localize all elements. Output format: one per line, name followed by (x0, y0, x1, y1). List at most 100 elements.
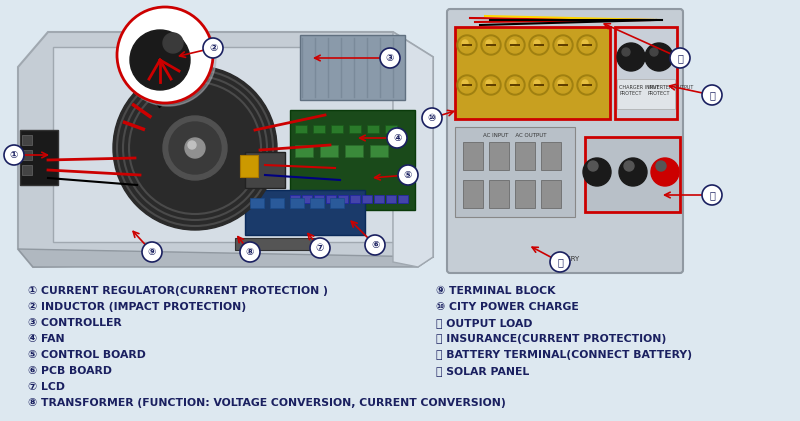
Bar (331, 125, 343, 133)
Polygon shape (393, 32, 433, 267)
Text: ⑤: ⑤ (404, 170, 412, 180)
Circle shape (534, 40, 540, 46)
Text: CHARGER INPUT
PROTECT: CHARGER INPUT PROTECT (619, 85, 659, 96)
Bar (300, 35, 405, 100)
Bar (463, 142, 483, 170)
Circle shape (553, 75, 573, 95)
Circle shape (387, 128, 407, 148)
Circle shape (169, 122, 221, 174)
Circle shape (619, 158, 647, 186)
Circle shape (120, 10, 216, 106)
Circle shape (142, 242, 162, 262)
Bar (385, 125, 397, 133)
Bar (558, 84, 568, 86)
Circle shape (163, 33, 183, 53)
Text: ⑫ INSURANCE(CURRENT PROTECTION): ⑫ INSURANCE(CURRENT PROTECTION) (436, 334, 666, 344)
Bar (489, 180, 509, 208)
Text: ①: ① (10, 150, 18, 160)
Bar (350, 195, 360, 203)
Circle shape (531, 37, 547, 53)
Circle shape (579, 37, 595, 53)
Bar (20, 130, 58, 185)
Circle shape (481, 75, 501, 95)
Circle shape (486, 40, 492, 46)
Text: ⑭: ⑭ (557, 257, 563, 267)
Circle shape (555, 37, 571, 53)
Circle shape (398, 165, 418, 185)
Bar (398, 195, 408, 203)
Bar (290, 198, 304, 208)
Bar (515, 180, 535, 208)
Circle shape (582, 40, 588, 46)
Circle shape (529, 75, 549, 95)
Bar (582, 84, 592, 86)
Bar (510, 44, 520, 46)
Circle shape (617, 43, 645, 71)
Circle shape (505, 75, 525, 95)
Circle shape (550, 252, 570, 272)
Text: ⑩: ⑩ (428, 113, 436, 123)
Text: ⑥ PCB BOARD: ⑥ PCB BOARD (28, 366, 112, 376)
Text: ⑨: ⑨ (148, 247, 156, 257)
Bar (489, 142, 509, 170)
Bar (370, 145, 388, 157)
FancyBboxPatch shape (447, 9, 683, 273)
Text: ③ CONTROLLER: ③ CONTROLLER (28, 318, 122, 328)
Bar (486, 44, 496, 46)
Circle shape (645, 43, 673, 71)
Text: ⑧: ⑧ (246, 247, 254, 257)
Text: ⑧ TRANSFORMER (FUNCTION: VOLTAGE CONVERSION, CURRENT CONVERSION): ⑧ TRANSFORMER (FUNCTION: VOLTAGE CONVERS… (28, 398, 506, 408)
Text: ⑨ TERMINAL BLOCK: ⑨ TERMINAL BLOCK (436, 286, 555, 296)
Text: ⑥: ⑥ (371, 240, 379, 250)
Circle shape (656, 161, 666, 171)
Text: ④ FAN: ④ FAN (28, 334, 65, 344)
Circle shape (577, 75, 597, 95)
Circle shape (529, 35, 549, 55)
Circle shape (310, 238, 330, 258)
Bar (349, 125, 361, 133)
Circle shape (507, 37, 523, 53)
Circle shape (459, 37, 475, 53)
Bar (290, 110, 415, 210)
Text: ⑤ CONTROL BOARD: ⑤ CONTROL BOARD (28, 350, 146, 360)
Circle shape (583, 158, 611, 186)
Bar (313, 125, 325, 133)
Polygon shape (18, 249, 433, 267)
Circle shape (622, 48, 630, 56)
Bar (462, 44, 472, 46)
Polygon shape (18, 32, 433, 267)
Circle shape (483, 77, 499, 93)
Circle shape (505, 35, 525, 55)
Bar (270, 198, 284, 208)
Circle shape (531, 77, 547, 93)
Text: ② INDUCTOR (IMPACT PROTECTION): ② INDUCTOR (IMPACT PROTECTION) (28, 302, 246, 312)
Bar (320, 145, 338, 157)
Circle shape (117, 7, 213, 103)
Bar (558, 44, 568, 46)
Circle shape (650, 48, 658, 56)
Circle shape (457, 35, 477, 55)
Bar (302, 195, 312, 203)
Bar (235, 238, 320, 250)
Bar (462, 84, 472, 86)
Text: ②: ② (209, 43, 217, 53)
Bar (290, 195, 300, 203)
Bar (245, 152, 285, 188)
Circle shape (163, 116, 227, 180)
Circle shape (130, 30, 190, 90)
Circle shape (240, 242, 260, 262)
Text: ⑦ LCD: ⑦ LCD (28, 382, 65, 392)
Circle shape (462, 80, 468, 86)
Text: ④: ④ (393, 133, 401, 143)
Bar (374, 195, 384, 203)
Text: BATTERY: BATTERY (550, 256, 580, 262)
Circle shape (651, 158, 679, 186)
Bar (250, 198, 264, 208)
Text: ⑬ BATTERY TERMINAL(CONNECT BATTERY): ⑬ BATTERY TERMINAL(CONNECT BATTERY) (436, 350, 692, 360)
Bar (345, 145, 363, 157)
Circle shape (553, 35, 573, 55)
Circle shape (507, 77, 523, 93)
Bar (314, 195, 324, 203)
Circle shape (702, 185, 722, 205)
Bar (585, 137, 680, 212)
